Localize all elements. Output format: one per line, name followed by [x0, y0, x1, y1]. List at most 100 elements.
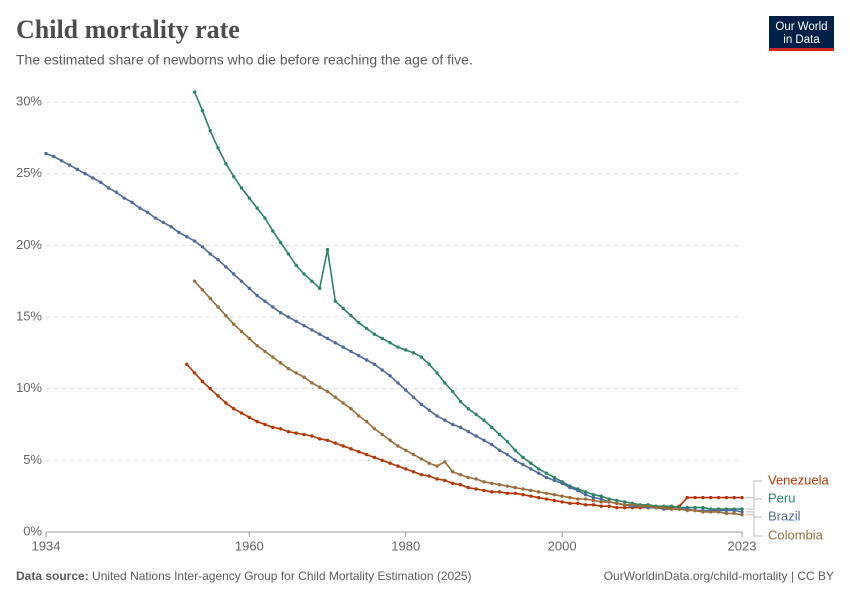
point: [740, 507, 744, 511]
point: [419, 355, 424, 359]
point: [239, 186, 244, 190]
point: [404, 448, 408, 452]
point: [411, 452, 416, 457]
point: [443, 478, 447, 483]
point: [583, 490, 588, 494]
point: [568, 495, 572, 500]
point: [122, 196, 126, 200]
series-line: [45, 152, 743, 513]
point: [482, 480, 486, 484]
point: [396, 464, 400, 468]
point: [693, 505, 697, 510]
point: [325, 438, 330, 442]
point: [372, 332, 377, 336]
point: [200, 108, 205, 113]
point: [192, 371, 197, 375]
point: [83, 171, 87, 176]
footer-link[interactable]: OurWorldinData.org/child-mortality | CC …: [604, 569, 834, 583]
point: [372, 427, 377, 431]
series: [192, 90, 744, 511]
point: [138, 206, 142, 210]
point: [591, 495, 596, 500]
point: [450, 481, 455, 485]
point: [192, 239, 197, 243]
point: [560, 494, 564, 498]
point: [294, 319, 298, 323]
point: [388, 461, 392, 465]
series-label: Venezuela: [768, 472, 829, 487]
point: [466, 485, 470, 490]
point: [216, 305, 220, 309]
point: [505, 491, 510, 495]
point: [638, 504, 643, 508]
point: [646, 504, 650, 508]
point: [529, 467, 533, 471]
point: [591, 503, 596, 507]
point: [208, 386, 212, 391]
point: [724, 495, 729, 500]
point: [52, 154, 56, 159]
logo-underline: [769, 48, 834, 51]
point: [716, 510, 721, 514]
point: [224, 313, 228, 318]
point: [552, 498, 557, 503]
point: [67, 163, 72, 167]
point: [364, 452, 369, 457]
y-tick-label: 10%: [16, 380, 42, 395]
point: [294, 263, 298, 268]
label-connector: [746, 498, 762, 510]
point: [536, 490, 541, 494]
series-line: [186, 363, 742, 509]
point: [153, 216, 158, 220]
point: [357, 450, 361, 454]
series-label: Colombia: [768, 527, 824, 542]
point: [599, 497, 603, 501]
point: [622, 500, 627, 504]
point: [278, 311, 283, 315]
point: [286, 252, 291, 256]
point: [419, 457, 424, 461]
point: [685, 508, 689, 513]
point: [231, 322, 236, 326]
point: [552, 478, 557, 483]
point: [278, 427, 283, 431]
point: [677, 507, 682, 511]
point: [544, 475, 549, 480]
point: [224, 161, 228, 166]
point: [271, 355, 275, 359]
series-label: Peru: [768, 490, 795, 505]
point: [536, 467, 541, 471]
point: [474, 412, 478, 417]
point: [544, 497, 549, 501]
point: [443, 418, 447, 422]
point: [411, 351, 416, 355]
point: [427, 461, 431, 465]
point: [255, 343, 259, 348]
point: [231, 174, 236, 179]
point: [341, 306, 345, 311]
y-tick-label: 30%: [16, 93, 42, 108]
point: [349, 313, 353, 318]
point: [247, 415, 252, 420]
series: [44, 151, 744, 514]
point: [185, 362, 189, 366]
logo[interactable]: Our World in Data: [769, 16, 834, 51]
point: [435, 414, 439, 418]
point: [91, 176, 95, 180]
point: [263, 216, 267, 220]
point: [654, 505, 658, 510]
point: [427, 408, 431, 412]
point: [607, 500, 611, 504]
point: [513, 448, 517, 452]
point: [701, 505, 705, 510]
point: [208, 128, 212, 133]
point: [669, 507, 674, 511]
point: [701, 510, 705, 514]
point: [325, 336, 330, 341]
point: [255, 293, 259, 298]
point: [247, 196, 252, 200]
point: [161, 220, 166, 225]
point: [513, 491, 517, 495]
point: [247, 336, 252, 341]
